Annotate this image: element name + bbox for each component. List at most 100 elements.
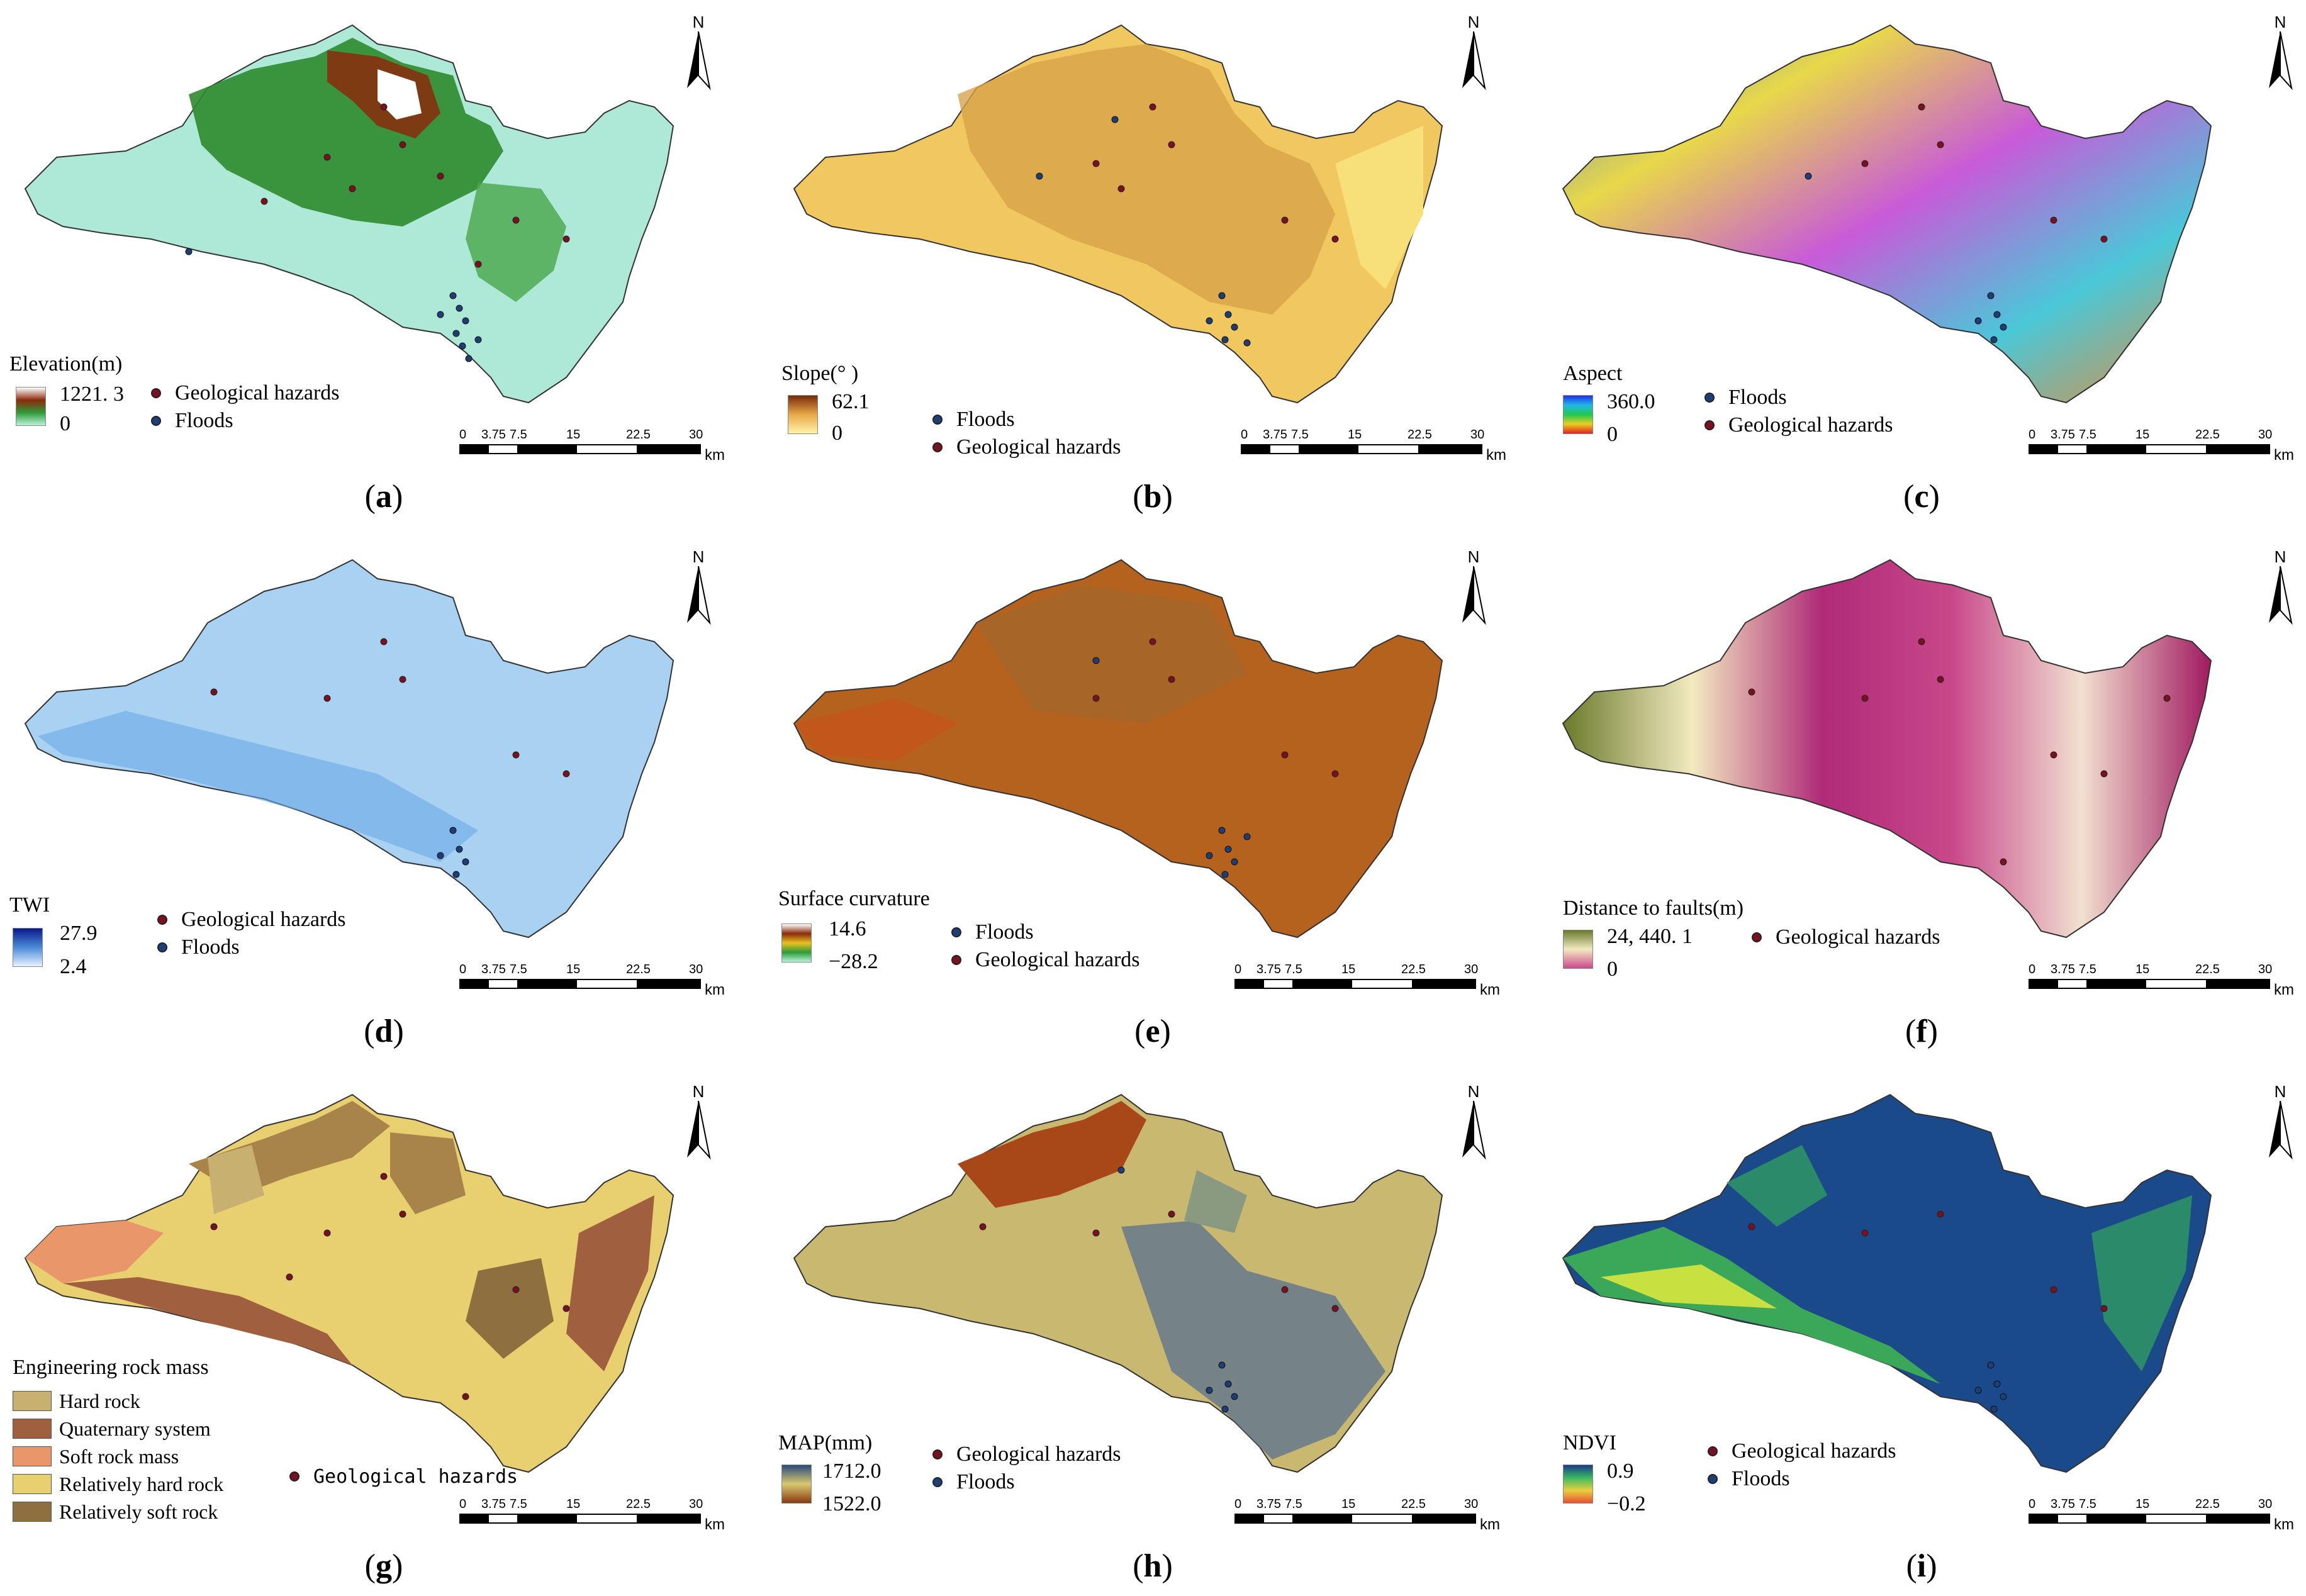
color-ramp xyxy=(16,387,46,426)
color-ramp xyxy=(781,1465,812,1504)
panel-f: N Distance to faults(m) 24, 440. 1 0 Geo… xyxy=(1538,535,2305,1057)
panel-label: (e) xyxy=(1134,1013,1171,1049)
panel-label: (a) xyxy=(364,479,403,515)
panel-label: (d) xyxy=(364,1013,404,1049)
north-arrow-icon: N xyxy=(2261,547,2299,629)
relatively-hard-swatch xyxy=(13,1474,52,1494)
legend-title: Distance to faults(m) xyxy=(1563,896,1744,920)
hazard-points xyxy=(260,103,570,268)
flood-dot-icon xyxy=(1704,393,1715,403)
scale-bar: 0 3.75 7.5 15 22.5 30 km xyxy=(1234,963,1500,998)
map-aspect xyxy=(1562,24,2212,404)
geo-dot-icon xyxy=(932,442,943,452)
legend-title: Elevation(m) xyxy=(9,352,123,376)
geo-dot-icon xyxy=(289,1471,299,1482)
legend-title: Engineering rock mass xyxy=(13,1356,209,1379)
map-rock-mass xyxy=(24,1093,674,1473)
color-ramp xyxy=(788,395,818,434)
scale-bar: 0 3.75 7.5 15 22.5 30 km xyxy=(1234,1497,1500,1533)
north-arrow-icon: N xyxy=(680,1082,717,1164)
geo-dot-icon xyxy=(1708,1446,1718,1456)
legend-max: 0.9 xyxy=(1607,1459,1634,1483)
legend-max: 360.0 xyxy=(1607,390,1655,413)
panel-h: N MAP(mm) 1712.0 1522.0 Geological hazar… xyxy=(769,1069,1536,1592)
color-ramp xyxy=(13,928,43,967)
panel-label: (f) xyxy=(1905,1013,1938,1049)
geo-dot-icon xyxy=(932,1449,943,1459)
flood-points xyxy=(1117,1166,1238,1413)
flood-dot-icon xyxy=(1708,1474,1718,1484)
scale-bar: 0 3.75 7.5 15 22.5 30 km xyxy=(459,428,725,464)
color-ramp xyxy=(1563,395,1593,434)
flood-points xyxy=(185,248,482,362)
legend-title: MAP(mm) xyxy=(778,1431,873,1454)
point-legend: Geological hazards Floods xyxy=(157,906,346,961)
relatively-soft-swatch xyxy=(13,1502,52,1522)
quaternary-swatch xyxy=(13,1419,52,1439)
flood-dot-icon xyxy=(932,1477,943,1487)
point-legend: Floods Geological hazards xyxy=(932,406,1121,461)
point-legend: Geological hazards xyxy=(289,1463,518,1490)
flood-points xyxy=(1036,116,1251,347)
legend-min: 0 xyxy=(60,412,70,435)
hazard-points xyxy=(1092,103,1339,243)
color-ramp xyxy=(1563,930,1593,969)
flood-dot-icon xyxy=(932,415,943,425)
map-twi xyxy=(24,559,674,939)
legend-max: 1221. 3 xyxy=(60,382,124,406)
flood-points xyxy=(1974,1361,2007,1413)
legend-min: 0 xyxy=(1607,423,1618,446)
map-fault-distance xyxy=(1562,559,2212,939)
legend-max: 62.1 xyxy=(832,390,870,413)
point-legend: Geological hazards Floods xyxy=(932,1441,1121,1496)
hazard-points xyxy=(210,1173,570,1400)
north-arrow-icon: N xyxy=(1455,547,1492,629)
flood-points xyxy=(437,827,469,878)
legend-title: Surface curvature xyxy=(778,887,930,910)
rock-legend: Hard rock Quaternary system Soft rock ma… xyxy=(13,1387,223,1526)
flood-points xyxy=(1092,657,1251,878)
panel-label: (g) xyxy=(364,1548,403,1584)
panel-label: (b) xyxy=(1133,479,1173,515)
legend-title: NDVI xyxy=(1563,1431,1616,1454)
legend-min: −0.2 xyxy=(1607,1492,1646,1515)
hazard-points xyxy=(210,638,570,778)
flood-dot-icon xyxy=(951,927,961,937)
panel-i: N NDVI 0.9 −0.2 Geological hazards Flood… xyxy=(1538,1069,2305,1592)
north-arrow-icon: N xyxy=(2261,13,2299,94)
geo-dot-icon xyxy=(951,955,961,965)
color-ramp xyxy=(1563,1465,1593,1504)
legend-max: 1712.0 xyxy=(822,1459,882,1483)
map-slope xyxy=(793,24,1443,404)
north-arrow-icon: N xyxy=(2261,1082,2299,1164)
panel-g: N Engineering rock mass Hard rock Quater… xyxy=(0,1069,768,1592)
point-legend: Floods Geological hazards xyxy=(1704,384,1893,439)
north-arrow-icon: N xyxy=(1455,13,1492,94)
point-legend: Geological hazards Floods xyxy=(151,379,340,435)
hazard-points xyxy=(1861,103,2108,243)
hazard-points xyxy=(979,1210,1339,1312)
legend-max: 24, 440. 1 xyxy=(1607,925,1693,948)
flood-dot-icon xyxy=(157,942,167,952)
hazard-points xyxy=(1092,638,1339,778)
scale-bar: 0 3.75 7.5 15 22.5 30 km xyxy=(2029,428,2294,464)
panel-a: N Elevation(m) 1221. 3 0 Geological haza… xyxy=(0,0,768,522)
north-arrow-icon: N xyxy=(1455,1082,1492,1164)
legend-title: Aspect xyxy=(1563,362,1623,385)
north-arrow-icon: N xyxy=(680,13,717,94)
scale-bar: 0 3.75 7.5 15 22.5 30 km xyxy=(459,1497,725,1533)
legend-title: TWI xyxy=(9,893,50,917)
panel-label: (h) xyxy=(1133,1548,1173,1584)
geo-dot-icon xyxy=(157,915,167,925)
map-elevation xyxy=(24,24,674,404)
legend-min: 0 xyxy=(832,421,842,445)
hazard-points xyxy=(1748,638,2171,866)
flood-dot-icon xyxy=(151,416,161,426)
point-legend: Geological hazards Floods xyxy=(1708,1437,1896,1493)
legend-min: −28.2 xyxy=(829,950,878,973)
scale-bar: 0 3.75 7.5 15 22.5 30 km xyxy=(2029,1497,2294,1533)
panel-d: N TWI 27.9 2.4 Geological hazards Floods… xyxy=(0,535,768,1057)
scale-bar: 0 3.75 7.5 15 22.5 30 km xyxy=(1241,428,1506,464)
map-ndvi xyxy=(1562,1093,2212,1473)
panel-b: N Slope(° ) 62.1 0 Floods Geological haz… xyxy=(769,0,1536,522)
